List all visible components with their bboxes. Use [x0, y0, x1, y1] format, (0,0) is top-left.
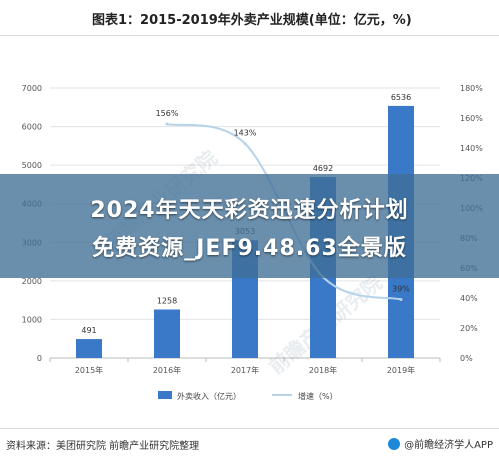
x-axis-tick-label: 2019年 [387, 365, 415, 375]
banner-line-2: 免费资源_JEF9.48.63全景版 [92, 236, 407, 261]
legend-swatch-bar [158, 391, 172, 399]
right-axis-tick-label: 180% [460, 84, 483, 93]
brand-text: @前瞻经济学人APP [404, 440, 493, 451]
legend-label-line: 增速（%） [298, 391, 338, 401]
bar [76, 339, 102, 358]
brand-logo-icon [388, 437, 401, 450]
growth-data-label: 39% [392, 285, 410, 294]
bar-data-label: 1258 [157, 296, 177, 305]
left-axis-tick-label: 1000 [22, 315, 42, 324]
left-axis-tick-label: 7000 [22, 84, 42, 93]
source-text: 资料来源：美团研究院 前瞻产业研究院整理 [6, 441, 200, 452]
bar-data-label: 4692 [313, 164, 333, 173]
left-axis-tick-label: 6000 [22, 123, 42, 132]
growth-point [243, 142, 247, 145]
bar-data-label: 6536 [391, 93, 411, 102]
left-axis-tick-label: 5000 [22, 161, 42, 170]
right-axis-tick-label: 40% [460, 294, 478, 303]
x-axis-tick-label: 2015年 [75, 365, 103, 375]
right-axis-tick-label: 140% [460, 144, 483, 153]
growth-point [399, 298, 403, 301]
brand-credit: @前瞻经济学人APP [388, 436, 493, 451]
bar-data-label: 491 [81, 326, 96, 335]
right-axis-tick-label: 20% [460, 324, 478, 333]
bar [154, 309, 180, 358]
title-divider [0, 35, 499, 36]
banner-overlay: 2024年天天彩资迅速分析计划 免费资源_JEF9.48.63全景版 [0, 174, 499, 278]
growth-data-label: 143% [234, 129, 257, 138]
banner-line-1: 2024年天天彩资迅速分析计划 [90, 198, 409, 223]
x-axis-tick-label: 2018年 [309, 365, 337, 375]
x-axis-tick-label: 2016年 [153, 365, 181, 375]
left-axis-tick-label: 2000 [22, 277, 42, 286]
left-axis-tick-label: 0 [37, 354, 42, 363]
chart-title: 图表1：2015-2019年外卖产业规模(单位：亿元，%) [92, 13, 412, 28]
growth-point [165, 122, 169, 126]
x-axis-tick-label: 2017年 [231, 365, 259, 375]
growth-data-label: 156% [156, 109, 179, 118]
right-axis-tick-label: 160% [460, 114, 483, 123]
right-axis-tick-label: 0% [460, 354, 473, 363]
footer-divider [0, 428, 499, 429]
legend-label-bar: 外卖收入（亿元） [177, 391, 241, 401]
